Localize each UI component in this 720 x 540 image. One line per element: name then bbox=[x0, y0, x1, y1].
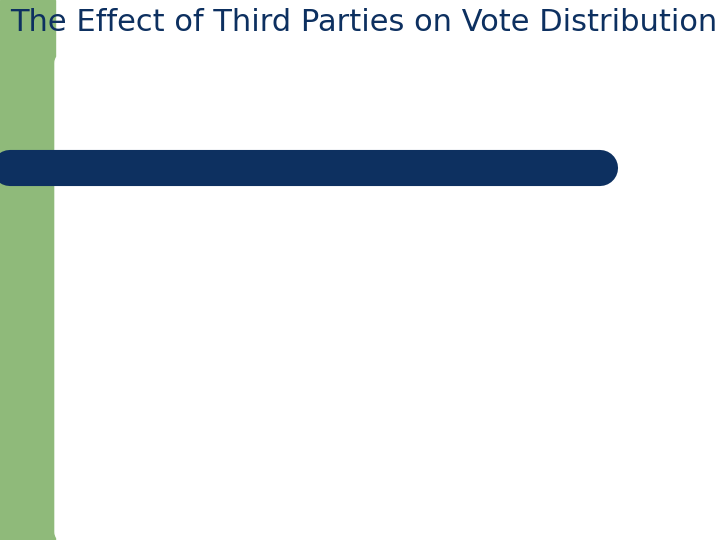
FancyBboxPatch shape bbox=[55, 55, 720, 540]
Text: The Effect of Third Parties on Vote Distribution: The Effect of Third Parties on Vote Dist… bbox=[10, 8, 717, 37]
Bar bbox=[0, 0, 55, 540]
